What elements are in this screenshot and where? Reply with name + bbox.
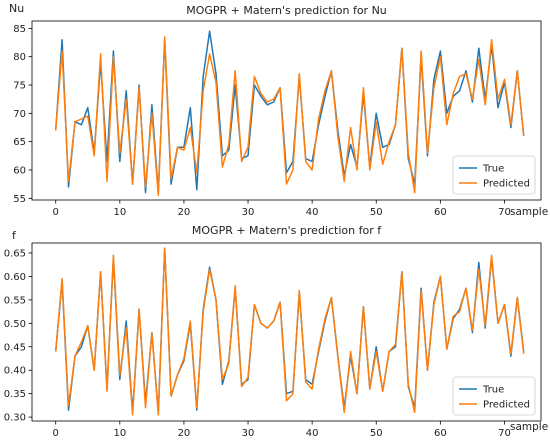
y-tick-label: 0.65 (4, 248, 26, 259)
x-tick-label: 50 (370, 428, 383, 436)
y-tick-label: 0.30 (4, 413, 26, 424)
x-tick-label: 50 (370, 207, 383, 218)
y-tick-label: 70 (13, 109, 26, 120)
chart-title: MOGPR + Matern's prediction for Nu (186, 4, 387, 17)
x-tick-label: 40 (306, 207, 319, 218)
series-line-predicted (54, 247, 525, 416)
chart-title: MOGPR + Matern's prediction for f (192, 224, 382, 237)
y-tick-label: 0.35 (4, 389, 26, 400)
legend-box (452, 376, 536, 416)
legend: True Predicted (452, 376, 536, 416)
x-axis-label: sample (510, 421, 548, 433)
x-axis-label: sample (510, 206, 548, 218)
x-tick-label: 20 (178, 207, 191, 218)
f-chart-panel: MOGPR + Matern's prediction for f f sample… (4, 224, 548, 439)
y-tick-label: 65 (13, 137, 26, 148)
x-tick-label: 10 (113, 428, 126, 436)
x-tick-label: 40 (306, 428, 319, 436)
y-axis-label: Nu (9, 2, 24, 15)
plot-frame (31, 242, 542, 422)
x-tick-label: 60 (434, 428, 447, 436)
x-tick-label: 60 (434, 207, 447, 218)
y-tick-label: 0.50 (4, 319, 26, 330)
y-tick-label: 0.55 (4, 295, 26, 306)
legend-label-predicted: Predicted (483, 400, 530, 411)
y-tick-label: 0.45 (4, 342, 26, 353)
y-axis-label: f (12, 229, 17, 242)
x-tick-label: 30 (242, 207, 255, 218)
legend-label-true: True (482, 385, 504, 396)
plot-frame (31, 20, 542, 201)
legend-box (452, 155, 536, 195)
y-tick-label: 80 (13, 52, 26, 63)
x-tick-label: 30 (242, 428, 255, 436)
legend: True Predicted (452, 155, 536, 195)
y-tick-label: 85 (13, 24, 26, 35)
legend-label-true: True (482, 164, 504, 175)
y-tick-label: 55 (13, 194, 26, 205)
nu-chart-panel: MOGPR + Matern's prediction for Nu Nu samp… (9, 2, 548, 218)
x-tick-label: 20 (178, 428, 191, 436)
y-tick-label: 60 (13, 165, 26, 176)
y-tick-label: 0.40 (4, 366, 26, 377)
x-tick-label: 0 (53, 207, 59, 218)
x-tick-label: 10 (113, 207, 126, 218)
x-tick-label: 70 (498, 207, 511, 218)
series-line-predicted (54, 36, 525, 197)
legend-label-predicted: Predicted (483, 179, 530, 190)
y-tick-label: 0.60 (4, 272, 26, 283)
y-tick-label: 75 (13, 81, 26, 92)
x-tick-label: 70 (498, 428, 511, 436)
x-tick-label: 0 (53, 428, 59, 436)
